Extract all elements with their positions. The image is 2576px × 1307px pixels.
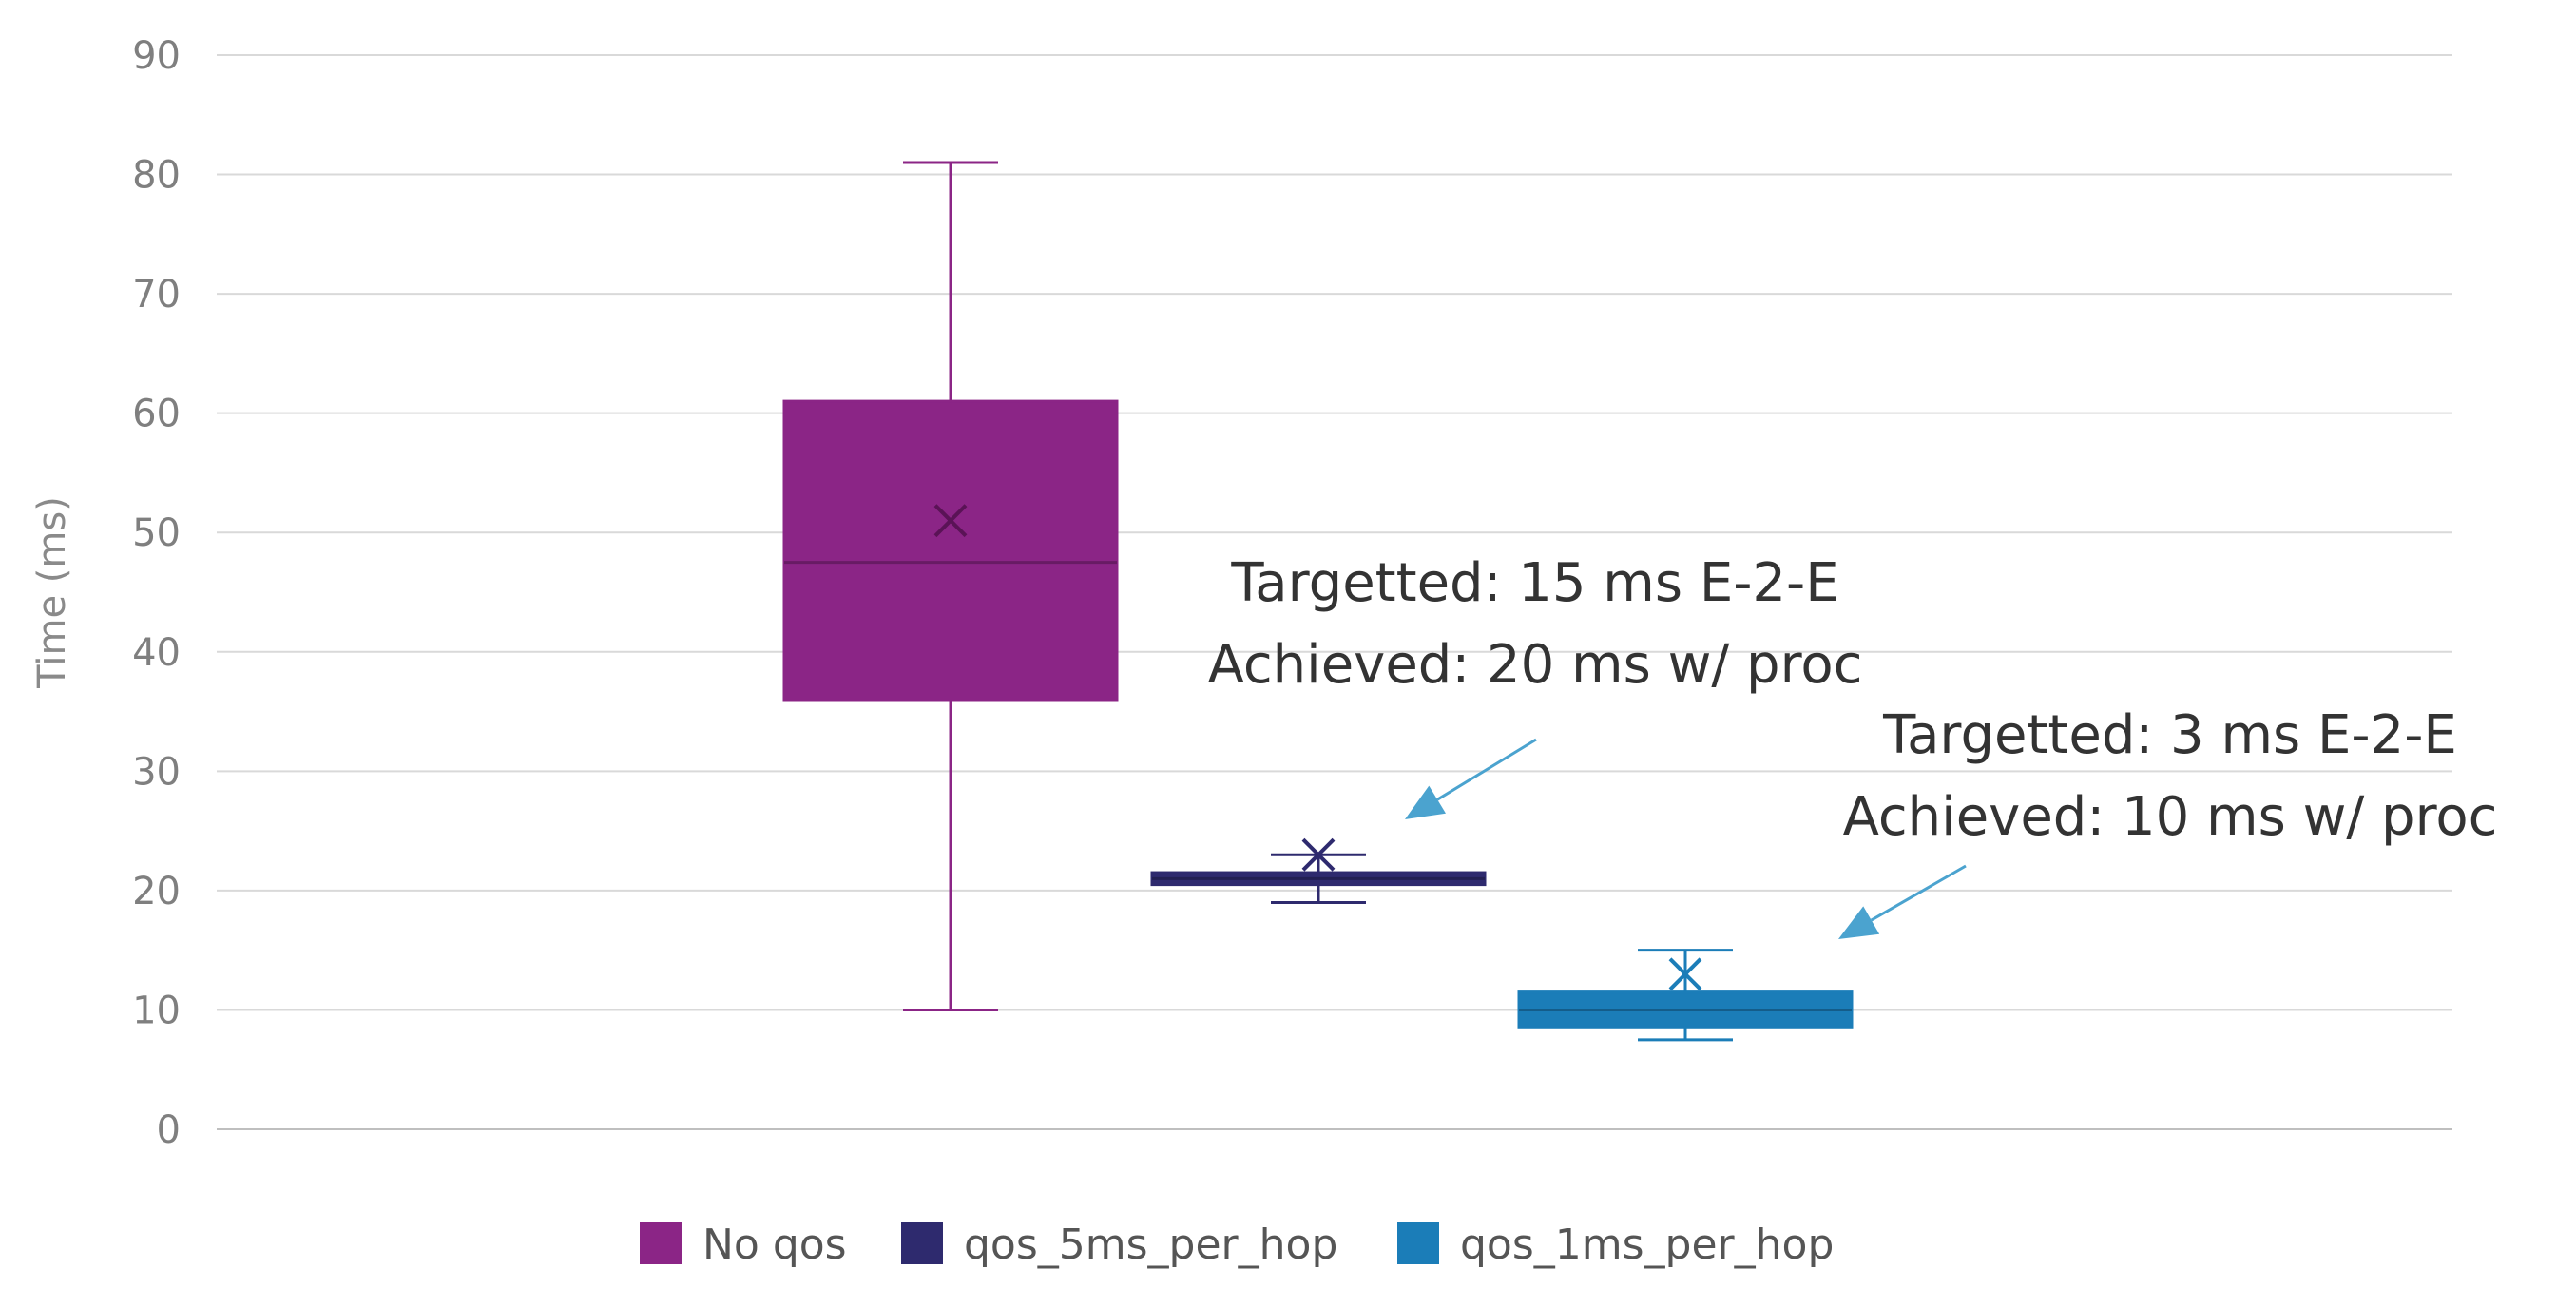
legend-swatch — [901, 1222, 943, 1264]
legend-item: qos_1ms_per_hop — [1397, 1221, 1834, 1269]
legend-item: No qos — [640, 1221, 847, 1269]
box-qos-1ms-per-hop — [1517, 949, 1854, 1042]
legend: No qos qos_5ms_per_hop qos_1ms_per_hop — [640, 1221, 1834, 1269]
y-tick-label: 90 — [132, 34, 181, 78]
annotation-qos-1ms-per-hop: Targetted: 3 ms E-2-E Achieved: 10 ms w/ … — [1838, 704, 2497, 939]
y-tick-label: 10 — [132, 989, 181, 1032]
y-tick-label: 50 — [132, 511, 181, 555]
legend-label: qos_5ms_per_hop — [964, 1221, 1337, 1269]
annotation-arrow — [1870, 864, 1967, 922]
y-tick-label: 20 — [132, 870, 181, 913]
mean-marker — [1301, 837, 1336, 872]
annotation-text: Targetted: 3 ms E-2-E — [1882, 704, 2457, 766]
y-tick-label: 40 — [132, 631, 181, 675]
grid-lines — [217, 54, 2452, 1130]
annotation-qos-5ms-per-hop: Targetted: 15 ms E-2-E Achieved: 20 ms w/… — [1208, 552, 1863, 819]
y-axis-label: Time (ms) — [30, 496, 74, 689]
iqr-box — [782, 399, 1119, 702]
annotation-text: Targetted: 15 ms E-2-E — [1230, 552, 1838, 614]
y-tick-label: 80 — [132, 154, 181, 198]
annotation-arrowhead — [1405, 785, 1447, 819]
legend-item: qos_5ms_per_hop — [901, 1221, 1337, 1269]
box-qos-5ms-per-hop — [1150, 837, 1487, 904]
y-tick-label: 30 — [132, 750, 181, 794]
mean-marker — [1668, 957, 1702, 991]
annotation-text: Achieved: 20 ms w/ proc — [1208, 634, 1863, 696]
y-axis-ticks: 0 10 20 30 40 50 60 70 80 90 — [132, 34, 181, 1152]
legend-swatch — [640, 1222, 682, 1264]
legend-label: No qos — [702, 1221, 847, 1269]
annotations: Targetted: 15 ms E-2-E Achieved: 20 ms w/… — [1208, 552, 2497, 939]
iqr-box — [1517, 990, 1854, 1029]
annotation-text: Achieved: 10 ms w/ proc — [1843, 786, 2498, 848]
iqr-box — [1150, 871, 1487, 887]
annotation-arrowhead — [1838, 906, 1880, 939]
legend-label: qos_1ms_per_hop — [1460, 1221, 1834, 1269]
annotation-arrow — [1436, 738, 1537, 801]
box-series — [782, 161, 1854, 1042]
y-tick-label: 70 — [132, 273, 181, 317]
mean-marker — [933, 504, 968, 538]
y-tick-label: 60 — [132, 393, 181, 436]
y-tick-label: 0 — [157, 1108, 181, 1152]
box-no-qos — [782, 161, 1119, 1011]
legend-swatch — [1397, 1222, 1439, 1264]
